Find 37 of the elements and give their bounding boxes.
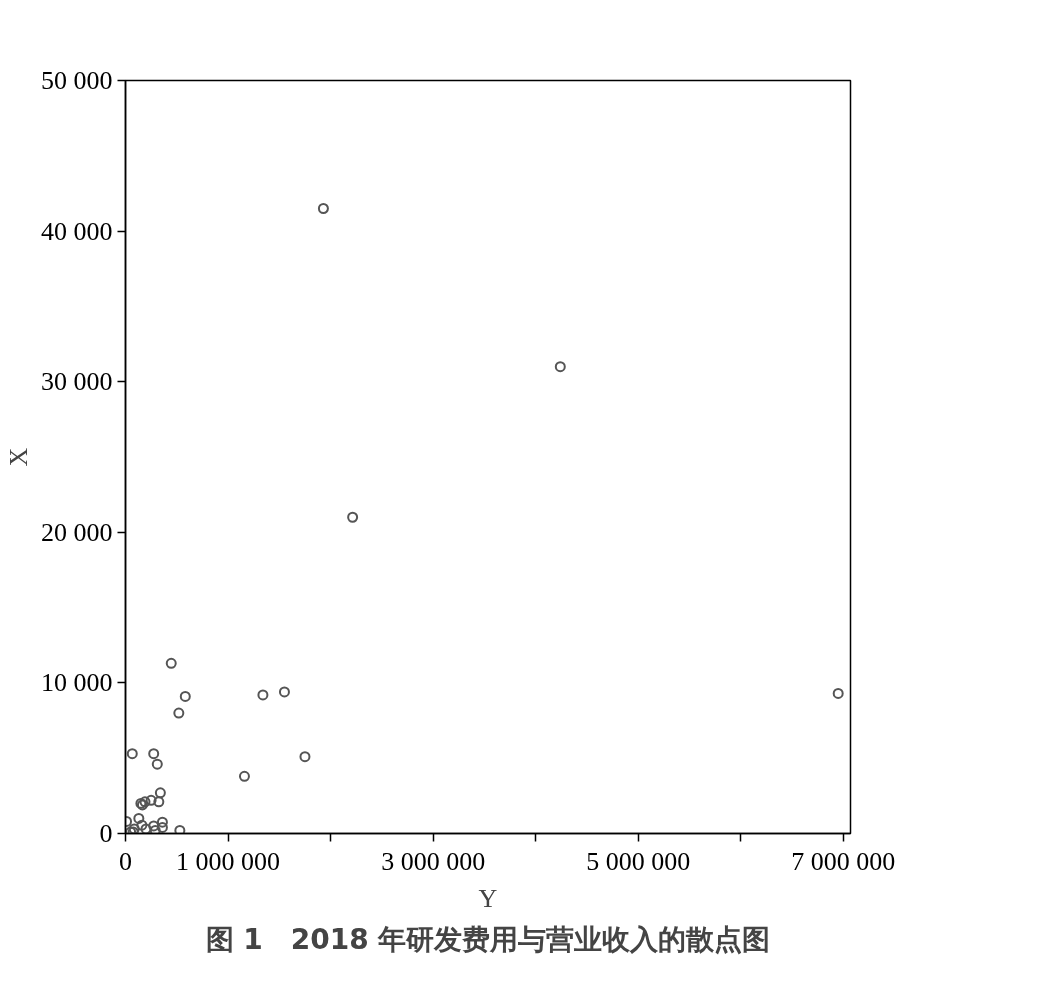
y-tick-label: 0: [99, 819, 113, 848]
point: [145, 794, 157, 806]
x-tick-label: 7 000 000: [791, 846, 896, 876]
point: [317, 203, 329, 214]
y-tick-label: 40 000: [41, 216, 113, 246]
point: [238, 770, 250, 782]
point: [257, 689, 269, 701]
point: [347, 511, 359, 523]
point: [153, 796, 165, 808]
point: [554, 361, 566, 373]
y-tick-label: 10 000: [41, 668, 113, 698]
x-tick-label: 1 000 000: [176, 846, 281, 876]
y-axis-title: X: [4, 447, 33, 467]
point: [179, 690, 191, 702]
point: [154, 787, 166, 799]
point: [173, 707, 185, 719]
y-tick-label: 30 000: [41, 367, 113, 397]
x-axis-title: Y: [478, 883, 498, 913]
x-tick-label: 5 000 000: [586, 846, 691, 876]
x-tick-label: 0: [119, 846, 132, 876]
point: [148, 748, 160, 760]
y-tick-label: 20 000: [41, 517, 113, 547]
point: [136, 819, 148, 831]
y-tick-label: 50 000: [41, 66, 113, 95]
point: [156, 816, 168, 828]
point: [832, 687, 844, 699]
point: [133, 812, 145, 824]
point: [156, 821, 168, 833]
point: [174, 825, 186, 834]
text: 图 1 2018 年研发费用与营业收入的散点图: [205, 922, 771, 956]
point: [126, 748, 138, 760]
point: [278, 686, 290, 698]
point: [151, 758, 163, 770]
x-tick-label: 3 000 000: [381, 846, 486, 876]
point: [140, 823, 152, 834]
point: [165, 657, 177, 669]
point: [299, 751, 311, 763]
